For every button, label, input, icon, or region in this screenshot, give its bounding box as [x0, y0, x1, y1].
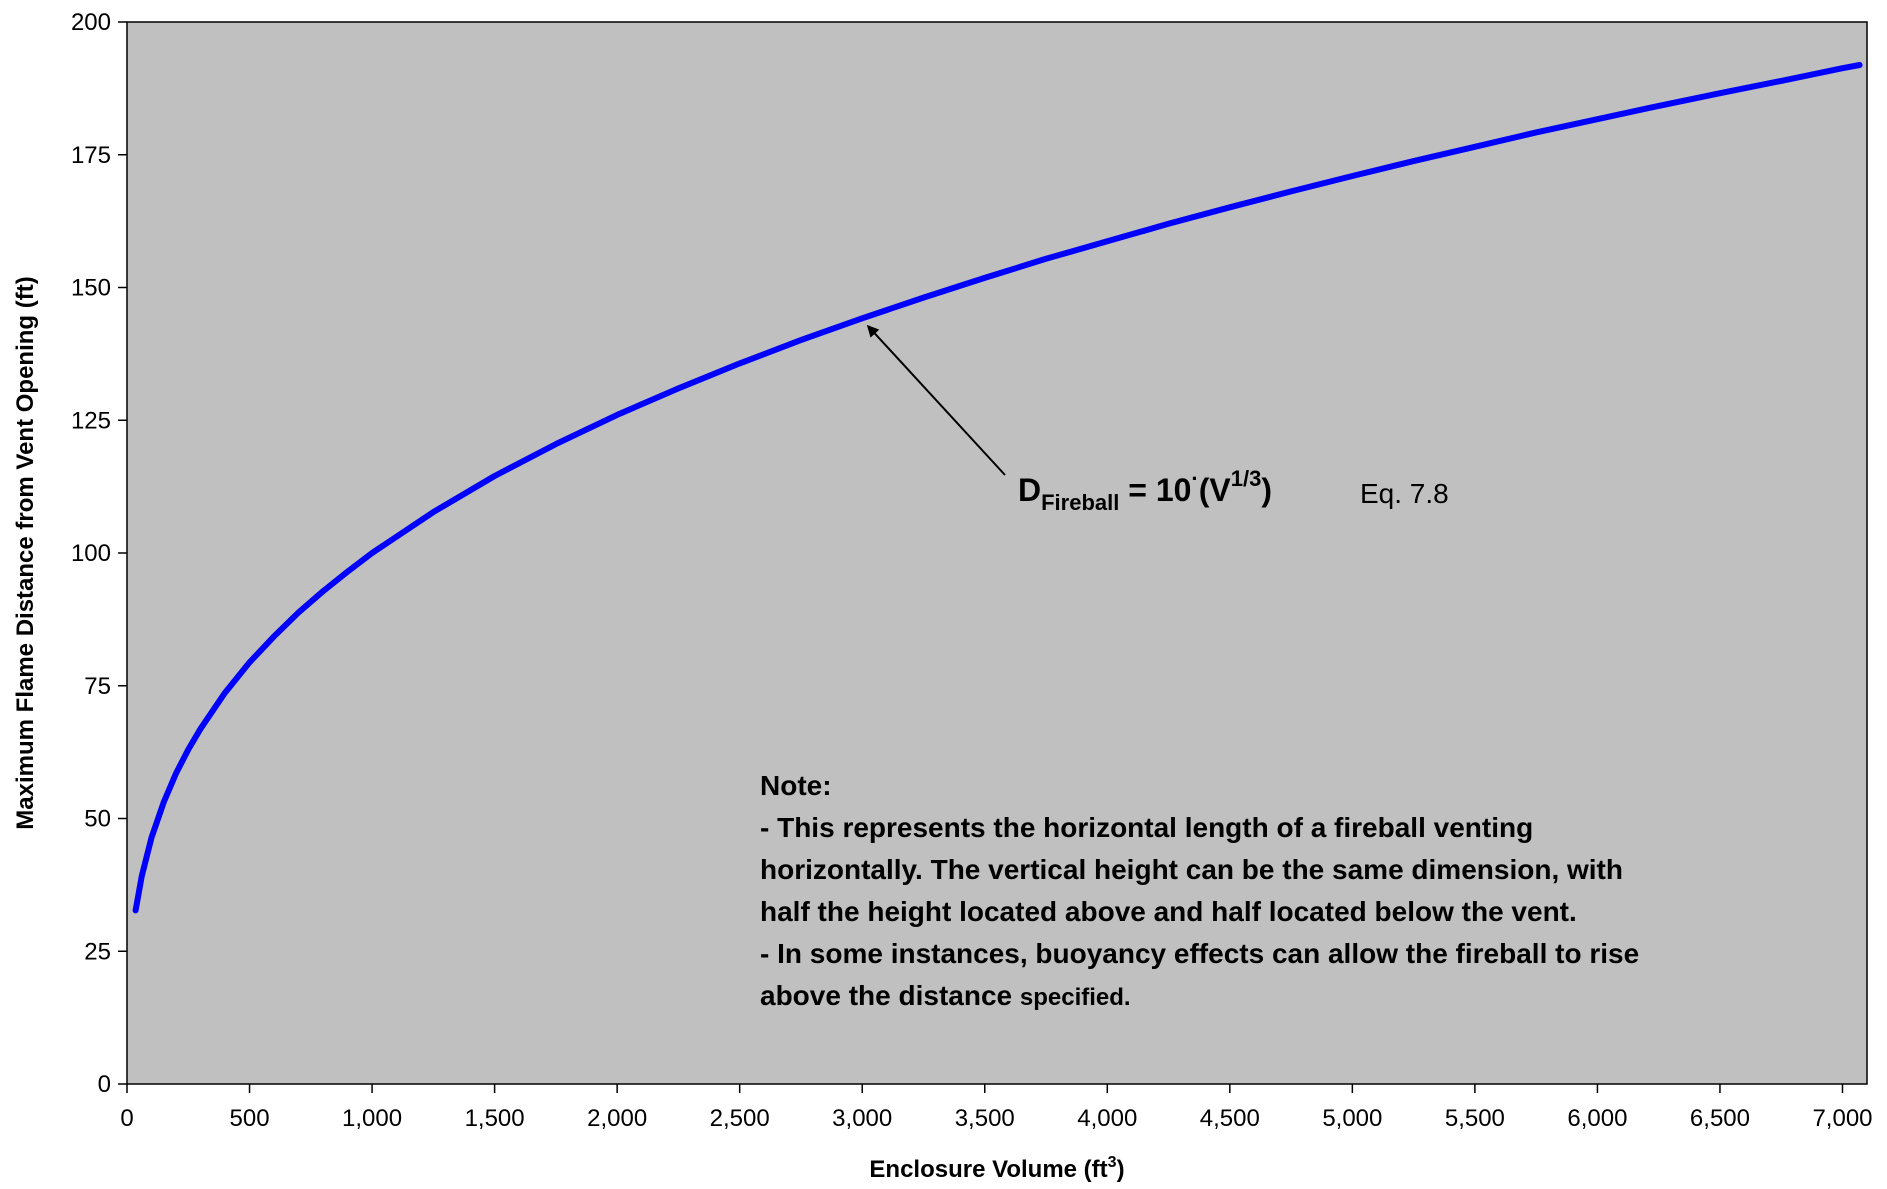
y-tick-label: 50 — [84, 806, 111, 833]
y-tick-label: 150 — [71, 275, 111, 302]
y-tick-label: 100 — [71, 540, 111, 567]
note-line: above the distance specified. — [760, 980, 1131, 1011]
x-tick-label: 2,000 — [587, 1105, 647, 1132]
x-tick-label: 500 — [230, 1105, 270, 1132]
series-line — [132, 62, 1863, 914]
y-tick-label: 25 — [84, 938, 111, 965]
x-tick-label: 4,500 — [1200, 1105, 1260, 1132]
note-line: horizontally. The vertical height can be… — [760, 854, 1623, 885]
y-tick-label: 200 — [71, 9, 111, 36]
y-axis-title: Maximum Flame Distance from Vent Opening… — [12, 276, 39, 829]
y-tick-label: 0 — [98, 1071, 111, 1098]
note-box: Note: - This represents the horizontal l… — [760, 765, 1820, 1019]
x-tick-label: 1,500 — [465, 1105, 525, 1132]
series-layer — [132, 62, 1863, 914]
axis-ticks: 0 500 1,000 1,500 2,000 2,500 3,000 3,500 4,000 4… — [71, 9, 1873, 1132]
x-tick-label: 5,500 — [1445, 1105, 1505, 1132]
equation-label: Eq. 7.8 — [1360, 478, 1449, 509]
x-tick-label: 3,500 — [955, 1105, 1015, 1132]
note-line: - This represents the horizontal length … — [760, 812, 1534, 843]
note-line: half the height located above and half l… — [760, 896, 1577, 927]
x-tick-label: 2,500 — [710, 1105, 770, 1132]
x-tick-label: 1,000 — [342, 1105, 402, 1132]
x-tick-label: 6,500 — [1690, 1105, 1750, 1132]
y-tick-label: 125 — [71, 407, 111, 434]
y-tick-label: 175 — [71, 142, 111, 169]
x-tick-label: 4,000 — [1077, 1105, 1137, 1132]
x-tick-label: 5,000 — [1322, 1105, 1382, 1132]
note-title: Note: — [760, 770, 832, 801]
note-line: - In some instances, buoyancy effects ca… — [760, 938, 1640, 969]
formula-annotation: DFireball = 10·(V1/3) — [1018, 466, 1272, 515]
x-tick-label: 7,000 — [1812, 1105, 1872, 1132]
x-axis-title: Enclosure Volume (ft3) — [869, 1154, 1124, 1183]
x-tick-label: 0 — [120, 1105, 133, 1132]
annotation-arrow — [866, 324, 1006, 476]
plot-area — [126, 21, 1868, 1085]
x-tick-label: 6,000 — [1567, 1105, 1627, 1132]
x-tick-label: 3,000 — [832, 1105, 892, 1132]
y-tick-label: 75 — [84, 673, 111, 700]
